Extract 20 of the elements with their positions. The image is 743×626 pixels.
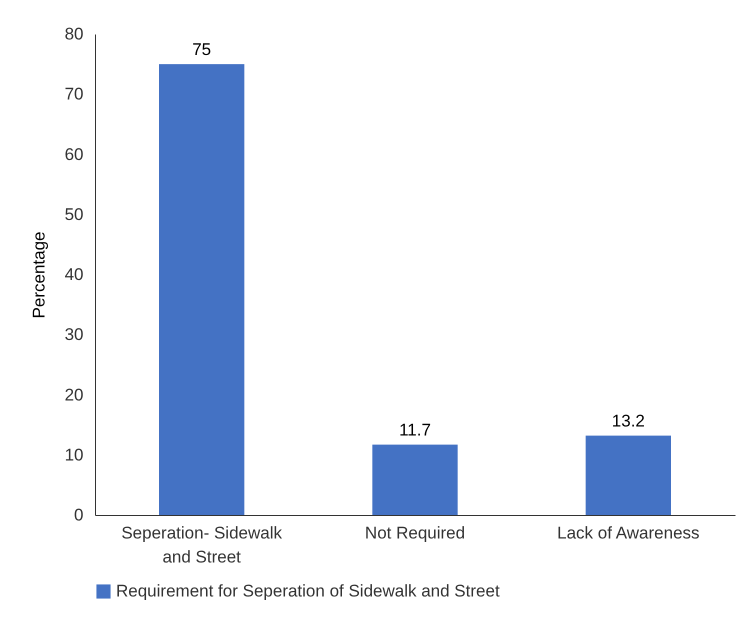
y-axis-title: Percentage xyxy=(30,232,49,318)
x-tick-label: Not Required xyxy=(364,524,466,542)
y-tick-label: 60 xyxy=(64,144,84,164)
data-label: 11.7 xyxy=(399,420,431,440)
bar xyxy=(372,444,458,515)
x-tick-label: Seperation- Sidewalk and Street xyxy=(121,524,282,566)
data-label: 13.2 xyxy=(612,412,645,431)
bar xyxy=(159,64,244,515)
y-tick-label: 0 xyxy=(74,506,84,524)
y-tick-label: 20 xyxy=(64,385,84,404)
y-tick-label: 50 xyxy=(64,204,84,224)
bar xyxy=(586,436,671,515)
legend-label: Requirement for Seperation of Sidewalk and Street xyxy=(116,582,500,600)
y-tick-label: 40 xyxy=(64,265,84,284)
x-tick-label: Lack of Awareness xyxy=(557,524,700,542)
y-tick-label: 80 xyxy=(64,24,84,44)
y-tick-label: 70 xyxy=(64,84,84,104)
y-tick-label: 10 xyxy=(64,445,84,464)
y-tick-label: 30 xyxy=(64,325,84,344)
data-label: 75 xyxy=(192,40,212,60)
